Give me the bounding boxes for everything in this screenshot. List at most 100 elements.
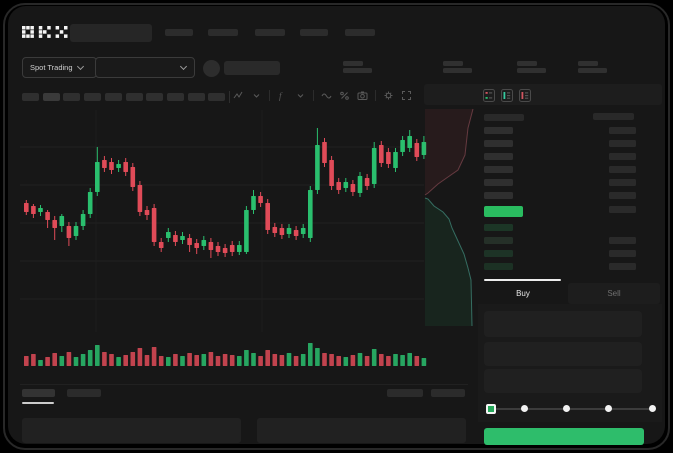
interval-button-4[interactable] [84,93,102,101]
ask-row-2[interactable] [484,140,660,147]
volume-bar [87,350,93,366]
bid-row-4[interactable] [484,263,660,270]
ob-amount-bar [609,166,636,173]
candle [251,196,256,210]
slider-step-5[interactable] [648,405,656,412]
nav-item-4[interactable] [300,29,328,36]
slider-step-3[interactable] [562,405,570,412]
candle [229,245,235,252]
bottom-tab-underline [22,402,54,404]
candle [123,162,128,172]
chevron-down-icon[interactable] [295,90,306,101]
ob-amount-bar [609,179,636,186]
volume-bar [187,353,192,366]
toolbar-divider [229,91,230,103]
depth-asks-area [425,109,473,195]
bid-row-1[interactable] [484,224,660,231]
bid-row-3[interactable] [484,250,660,257]
interval-button-1[interactable] [22,93,39,101]
interval-button-6[interactable] [125,93,143,101]
volume-bar [237,356,242,366]
volume-bar [293,356,299,366]
volume-bar [31,354,36,366]
interval-button-9[interactable] [187,93,205,101]
volume-bar [95,345,100,366]
volume-bar [407,353,412,366]
ob-price-bar [484,127,513,134]
ask-row-6[interactable] [484,192,660,199]
bottom-panel-right[interactable] [257,418,466,443]
volume-bar [272,354,278,366]
slider-step-4[interactable] [604,405,612,412]
fullscreen-icon[interactable] [401,90,412,101]
nav-item-5[interactable] [345,29,375,36]
ask-row-3[interactable] [484,153,660,160]
volume-bar [357,353,363,366]
book-asks-icon[interactable] [519,89,531,102]
order-field-amount[interactable] [484,342,642,366]
bottom-tab-1[interactable] [22,389,55,397]
order-field-price[interactable] [484,311,642,337]
tab-sell[interactable]: Sell [607,289,621,298]
chevron-down-icon[interactable] [251,90,262,101]
interval-button-8[interactable] [166,93,184,101]
ob-price-bar [484,263,513,270]
slider-handle[interactable] [486,404,496,414]
volume-bar [59,356,65,366]
bottom-panel-left[interactable] [22,418,241,443]
search-input[interactable] [70,24,152,42]
candle [343,182,349,188]
nav-item-3[interactable] [255,29,285,36]
interval-button-10[interactable] [208,93,226,101]
candle [24,203,29,212]
bid-row-2[interactable] [484,237,660,244]
ob-price-bar [484,237,513,244]
ob-price-bar [484,140,513,147]
indicators-icon[interactable]: f [277,90,288,101]
bottom-link-2[interactable] [431,389,465,397]
book-bids-icon[interactable] [501,89,513,102]
candle [59,216,65,226]
volume-bar [364,356,370,366]
interval-button-3[interactable] [63,93,81,101]
volume-bar [371,349,377,366]
last-price-badge[interactable] [484,206,523,217]
stat-label [443,61,463,66]
slider-step-2[interactable] [520,405,528,412]
ob-amount-bar [609,127,636,134]
candle [116,164,121,168]
interval-button-5[interactable] [104,93,122,101]
interval-button-7[interactable] [146,93,164,101]
candle [137,185,143,212]
candle-style-icon[interactable] [233,90,244,101]
ask-row-1[interactable] [484,127,660,134]
ask-row-4[interactable] [484,166,660,173]
interval-button-2[interactable] [42,93,60,101]
amount-slider-track[interactable] [491,408,654,410]
stat-value [443,68,472,73]
bottom-link-1[interactable] [387,389,423,397]
candle [272,227,278,233]
volume-bar [123,355,128,366]
candle [45,212,50,220]
volume-bar [315,348,320,366]
tab-buy[interactable]: Buy [516,289,530,298]
nav-item-1[interactable] [165,29,193,36]
pair-selector-dropdown[interactable] [95,57,195,78]
order-field-total[interactable] [484,369,642,393]
candle [379,145,384,163]
camera-icon[interactable] [357,90,368,101]
settings-icon[interactable] [383,90,394,101]
compare-icon[interactable] [339,90,350,101]
bottom-tab-2[interactable] [67,389,101,397]
volume-bar [265,350,270,366]
candle [386,152,391,164]
ask-row-5[interactable] [484,179,660,186]
line-tool-icon[interactable] [321,90,332,101]
buy-submit-button[interactable] [484,428,644,445]
candle [222,248,228,253]
okx-logo[interactable] [22,26,68,40]
book-all-icon[interactable] [483,89,495,102]
nav-item-2[interactable] [208,29,238,36]
